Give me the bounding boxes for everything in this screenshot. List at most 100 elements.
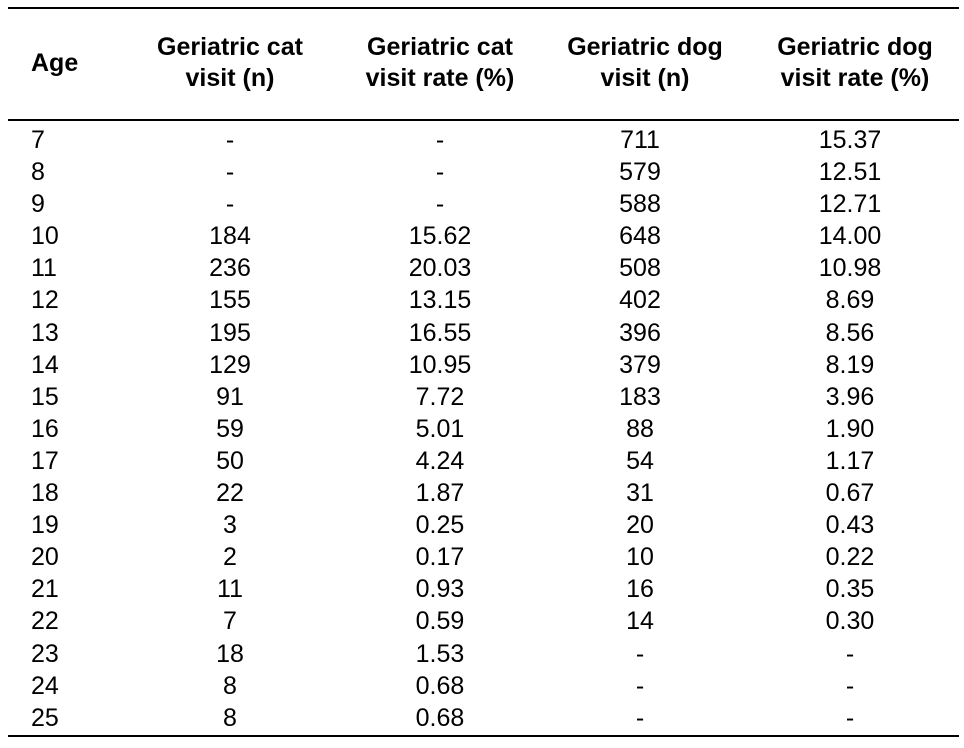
top-rule [8, 7, 959, 9]
table-row: 11 236 20.03 508 10.98 [0, 252, 964, 284]
cell-cat-visit: 11 [217, 575, 243, 604]
cell-age: 16 [31, 414, 59, 443]
cell-cat-visit: - [225, 190, 235, 219]
cell-dog-visit: 402 [619, 286, 661, 315]
table-row: 8 - - 579 12.51 [0, 156, 964, 188]
cell-age: 20 [31, 543, 59, 572]
cell-age: 7 [31, 126, 45, 154]
cell-cat-rate: 0.17 [415, 543, 465, 572]
cell-dog-visit: 16 [626, 575, 654, 604]
cell-age: 19 [31, 511, 59, 540]
cell-dog-visit: - [635, 671, 645, 700]
cell-dog-rate: 0.30 [825, 607, 875, 636]
cell-dog-visit: - [635, 639, 645, 668]
cell-cat-visit: 59 [216, 414, 244, 443]
cell-cat-visit: 3 [223, 511, 237, 540]
cell-cat-rate: 10.95 [408, 350, 472, 379]
header-cat-visit-line2: visit (n) [185, 64, 275, 92]
cell-dog-rate: 8.56 [825, 318, 875, 347]
cell-dog-rate: - [845, 703, 855, 732]
cell-cat-rate: 13.15 [408, 286, 472, 315]
cell-cat-visit: - [225, 126, 235, 154]
cell-age: 22 [31, 607, 59, 636]
cell-dog-rate: 0.35 [825, 575, 875, 604]
cell-cat-rate: 0.68 [415, 703, 465, 732]
header-age: Age [31, 9, 131, 117]
cell-age: 8 [31, 158, 45, 187]
cell-age: 9 [31, 190, 45, 219]
cell-dog-rate: 1.17 [825, 446, 875, 475]
cell-cat-rate: 7.72 [415, 382, 465, 411]
cell-cat-rate: 15.62 [408, 222, 472, 251]
table-row: 9 - - 588 12.71 [0, 188, 964, 220]
table-row: 15 91 7.72 183 3.96 [0, 381, 964, 413]
cell-cat-rate: - [435, 158, 445, 187]
cell-dog-rate: 0.67 [825, 479, 875, 508]
header-dog-rate: Geriatric dog visit rate (%) [755, 9, 955, 117]
cell-cat-visit: 155 [209, 286, 251, 315]
cell-age: 17 [31, 446, 59, 475]
cell-cat-rate: 0.68 [415, 671, 465, 700]
cell-dog-visit: 31 [626, 479, 654, 508]
header-dog-visit: Geriatric dog visit (n) [545, 9, 745, 117]
header-dog-visit-line1: Geriatric dog [567, 33, 723, 61]
cell-cat-visit: 184 [209, 222, 251, 251]
cell-dog-rate: 14.00 [818, 222, 882, 251]
header-age-label: Age [31, 48, 79, 77]
cell-dog-visit: 54 [626, 446, 654, 475]
cell-dog-visit: 88 [626, 414, 654, 443]
cell-dog-visit: 648 [619, 222, 661, 251]
cell-dog-visit: 14 [626, 607, 654, 636]
table-row: 7 - - 711 15.37 [0, 124, 964, 156]
cell-dog-rate: 8.69 [825, 286, 875, 315]
cell-age: 23 [31, 639, 59, 668]
cell-dog-rate: 8.19 [825, 350, 875, 379]
table-row: 18 22 1.87 31 0.67 [0, 477, 964, 509]
cell-age: 14 [31, 350, 59, 379]
table-row: 19 3 0.25 20 0.43 [0, 509, 964, 541]
cell-age: 18 [31, 479, 59, 508]
table-row: 17 50 4.24 54 1.17 [0, 445, 964, 477]
header-dog-rate-line2: visit rate (%) [780, 64, 930, 92]
cell-cat-rate: 1.87 [415, 479, 465, 508]
cell-cat-rate: 20.03 [408, 254, 472, 283]
cell-cat-visit: 8 [223, 703, 237, 732]
header-cat-rate: Geriatric cat visit rate (%) [340, 9, 540, 117]
cell-dog-rate: 10.98 [818, 254, 882, 283]
cell-dog-visit: 10 [626, 543, 654, 572]
cell-age: 11 [31, 254, 57, 283]
cell-dog-visit: - [635, 703, 645, 732]
cell-dog-rate: - [845, 671, 855, 700]
cell-cat-visit: 2 [223, 543, 237, 572]
cell-age: 10 [31, 222, 59, 251]
cell-cat-rate: - [435, 126, 445, 154]
cell-dog-visit: 711 [620, 126, 660, 154]
table-row: 13 195 16.55 396 8.56 [0, 317, 964, 349]
cell-cat-rate: 0.25 [415, 511, 465, 540]
cell-dog-rate: 3.96 [825, 382, 875, 411]
table-row: 24 8 0.68 - - [0, 670, 964, 702]
cell-dog-visit: 508 [619, 254, 661, 283]
header-cat-rate-line2: visit rate (%) [365, 64, 515, 92]
cell-dog-rate: 15.37 [818, 126, 882, 154]
cell-cat-rate: - [435, 190, 445, 219]
table-row: 25 8 0.68 - - [0, 702, 964, 734]
table-header-row: Age Geriatric cat visit (n) Geriatric ca… [0, 9, 964, 117]
cell-dog-rate: 12.71 [818, 190, 882, 219]
cell-cat-visit: 8 [223, 671, 237, 700]
cell-cat-rate: 5.01 [415, 414, 465, 443]
header-rule [8, 119, 959, 121]
table-row: 10 184 15.62 648 14.00 [0, 220, 964, 252]
cell-cat-visit: 129 [209, 350, 251, 379]
table-row: 14 129 10.95 379 8.19 [0, 349, 964, 381]
cell-dog-rate: 0.43 [825, 511, 875, 540]
cell-cat-visit: 7 [223, 607, 237, 636]
cell-dog-rate: 1.90 [825, 414, 875, 443]
cell-age: 12 [31, 286, 59, 315]
header-cat-visit-line1: Geriatric cat [157, 33, 303, 61]
table-row: 23 18 1.53 - - [0, 638, 964, 670]
cell-age: 25 [31, 703, 59, 732]
cell-dog-visit: 396 [619, 318, 661, 347]
cell-dog-visit: 588 [619, 190, 661, 219]
table-row: 21 11 0.93 16 0.35 [0, 573, 964, 605]
